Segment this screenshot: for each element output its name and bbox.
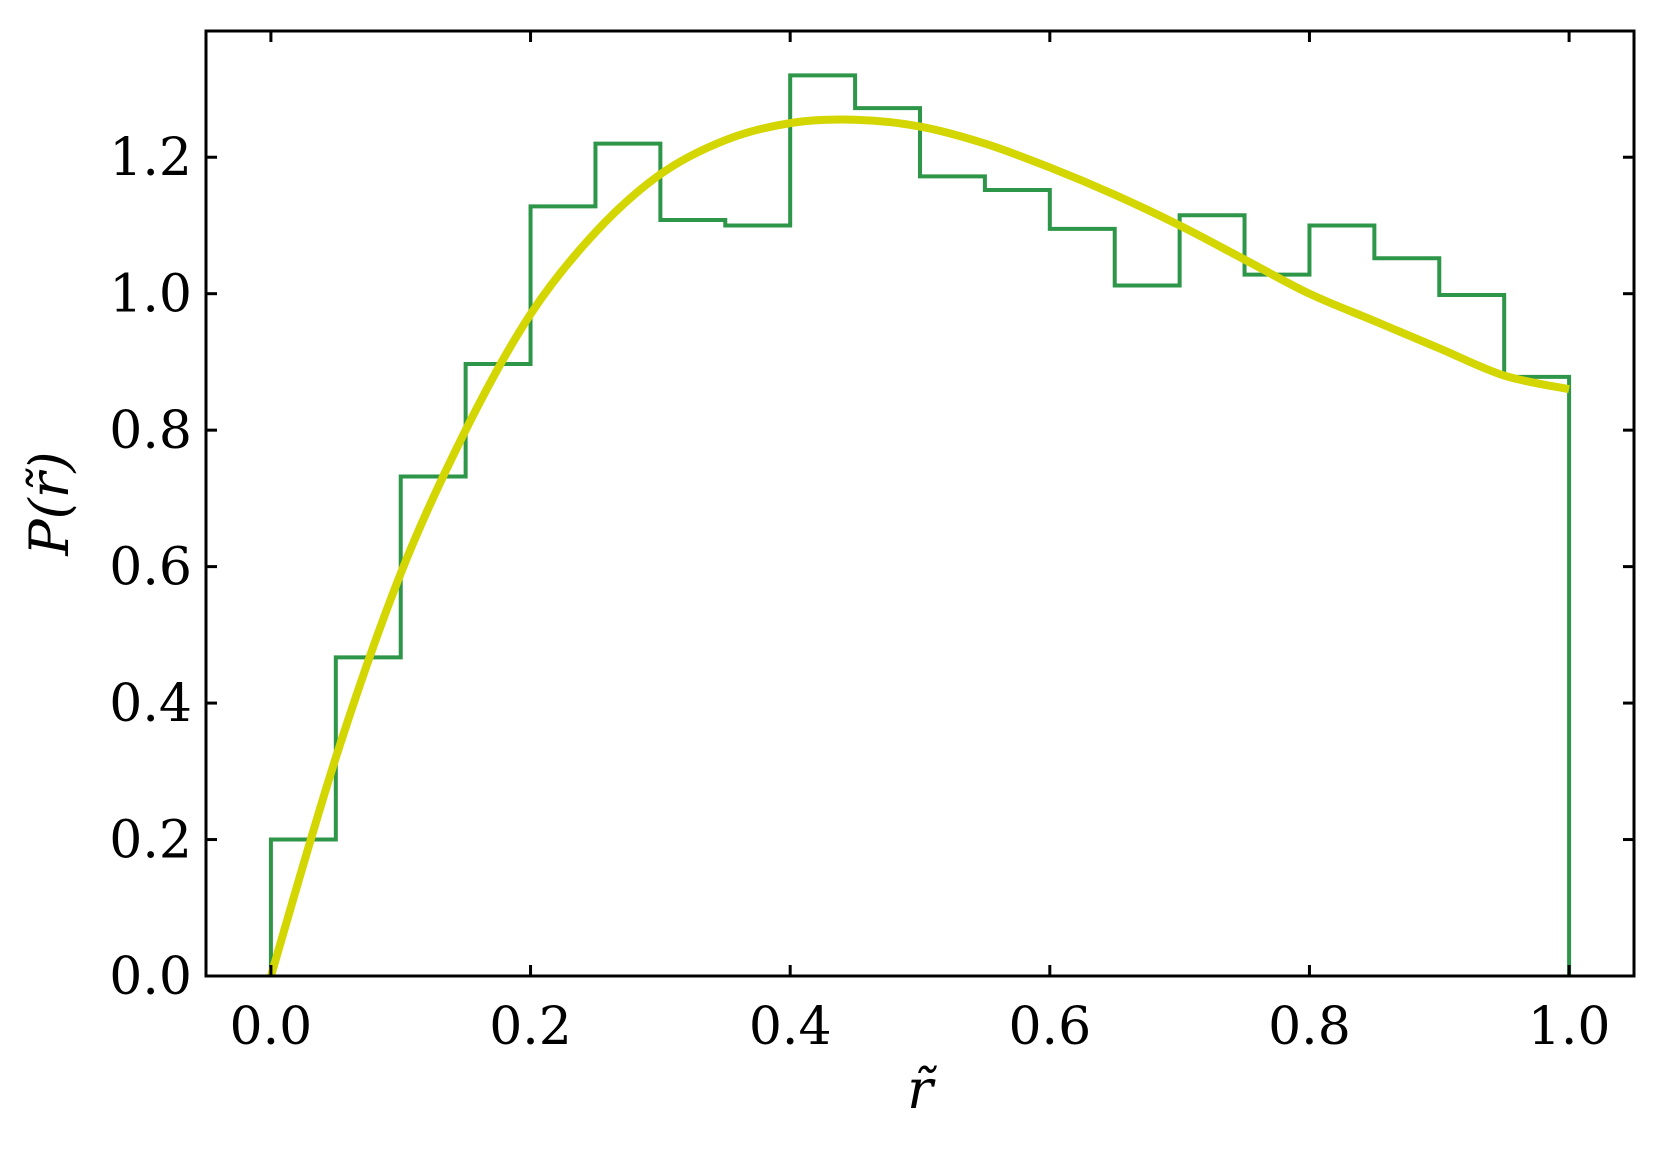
y-tick-label: 0.8 xyxy=(109,401,192,461)
x-tick-label: 0.4 xyxy=(749,997,832,1057)
x-axis-label: r̃ xyxy=(907,1058,937,1121)
plot-marks xyxy=(267,73,1572,978)
x-tick-label: 0.0 xyxy=(230,997,313,1057)
y-tick-label: 1.0 xyxy=(109,265,192,325)
y-tick-label: 1.2 xyxy=(109,128,192,188)
tick-labels: 0.0 0.2 0.4 0.6 0.8 1.0 0.0 0.2 0.4 0.6 0.8 1.0 1.2 xyxy=(109,128,1610,1057)
x-tick-label: 1.0 xyxy=(1528,997,1611,1057)
ticks xyxy=(206,31,1634,978)
x-tick-label: 0.6 xyxy=(1008,997,1091,1057)
axes-frame xyxy=(204,29,1636,978)
histogram-series xyxy=(268,73,1572,976)
y-axis-label: P(r̃) xyxy=(18,451,81,556)
y-tick-label: 0.2 xyxy=(109,811,192,871)
y-tick-label: 0.4 xyxy=(109,674,192,734)
y-tick-label: 0.0 xyxy=(109,947,192,1007)
x-tick-label: 0.8 xyxy=(1268,997,1351,1057)
y-tick-label: 0.6 xyxy=(109,538,192,598)
x-tick-label: 0.2 xyxy=(489,997,572,1057)
fit-curve-series xyxy=(267,115,1570,978)
